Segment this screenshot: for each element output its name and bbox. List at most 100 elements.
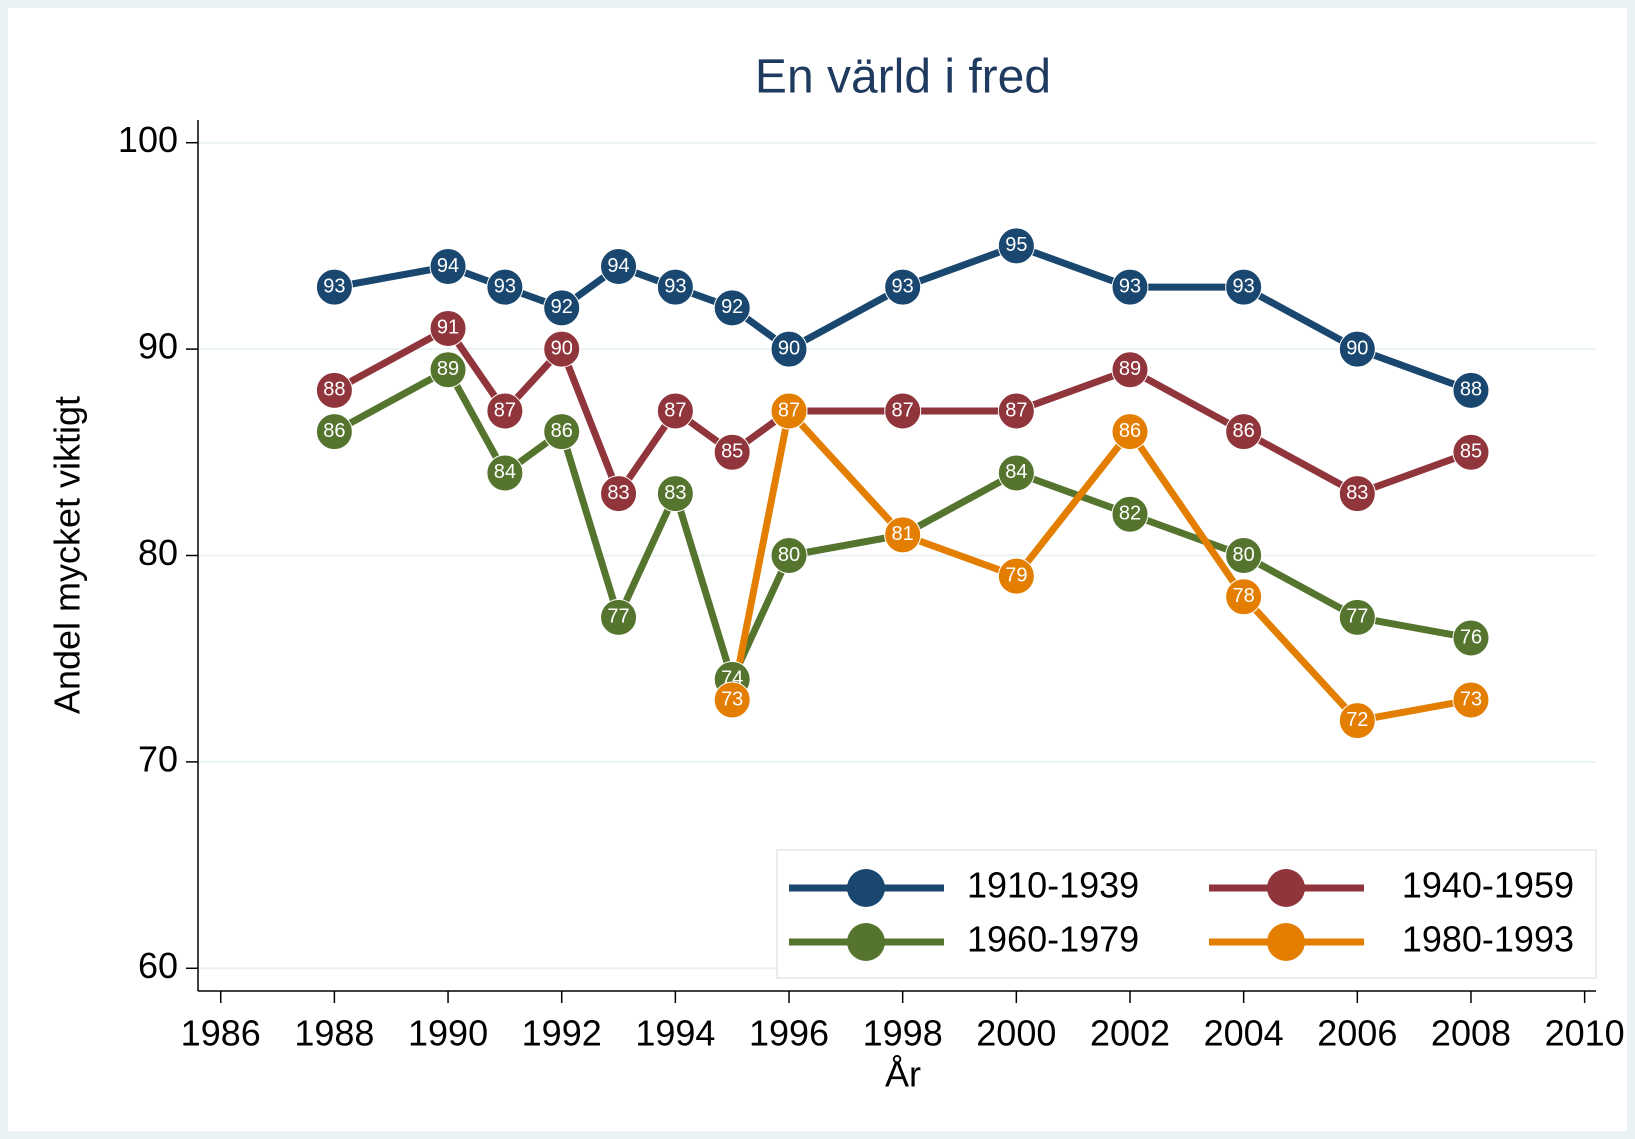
legend-marker (847, 869, 885, 907)
data-label: 88 (1460, 379, 1482, 401)
data-label: 86 (1233, 420, 1255, 442)
point (486, 392, 524, 430)
point (770, 392, 808, 430)
data-label: 73 (721, 688, 743, 710)
point (713, 433, 751, 471)
data-label: 78 (1233, 585, 1255, 607)
point (884, 268, 922, 306)
point (770, 537, 808, 574)
series-line (728, 407, 1472, 725)
point (770, 330, 808, 368)
x-tick-label: 2000 (976, 1013, 1056, 1054)
point (543, 330, 581, 368)
data-label: 77 (1346, 606, 1368, 628)
legend-label: 1960-1979 (967, 919, 1139, 960)
point (997, 454, 1035, 492)
data-label: 93 (664, 275, 686, 297)
data-label: 87 (664, 399, 686, 421)
data-label: 86 (1119, 420, 1141, 442)
data-label: 83 (664, 482, 686, 504)
point (600, 598, 638, 636)
data-label: 83 (1346, 482, 1368, 504)
data-label: 89 (437, 358, 459, 380)
x-tick-label: 2006 (1317, 1013, 1397, 1054)
point (1111, 351, 1149, 389)
point (1225, 413, 1263, 451)
point (315, 371, 353, 409)
x-tick-label: 1986 (181, 1013, 261, 1054)
legend-label: 1940-1959 (1402, 865, 1574, 906)
y-tick-label: 60 (138, 945, 178, 986)
point (1111, 413, 1149, 451)
data-label: 85 (721, 441, 743, 463)
data-label: 93 (494, 275, 516, 297)
data-label: 94 (607, 255, 629, 277)
point (1225, 537, 1263, 574)
x-tick-label: 1990 (408, 1013, 488, 1054)
x-tick-label: 2004 (1204, 1013, 1284, 1054)
y-tick-label: 70 (138, 738, 178, 779)
point (713, 681, 751, 719)
legend-label: 1910-1939 (967, 865, 1139, 906)
data-label: 91 (437, 317, 459, 339)
data-label: 93 (1119, 275, 1141, 297)
chart-title: En värld i fred (755, 51, 1051, 104)
data-label: 87 (1005, 399, 1027, 421)
data-label: 73 (1460, 688, 1482, 710)
data-label: 93 (323, 275, 345, 297)
data-label: 90 (551, 337, 573, 359)
point (1338, 702, 1376, 740)
point (543, 289, 581, 327)
point (1338, 475, 1376, 513)
point (600, 248, 638, 286)
data-label: 90 (1346, 337, 1368, 359)
data-label: 88 (323, 379, 345, 401)
point (1452, 681, 1490, 719)
point (1452, 371, 1490, 409)
point (713, 289, 751, 327)
data-label: 87 (494, 399, 516, 421)
legend-label: 1980-1993 (1402, 919, 1574, 960)
point (600, 475, 638, 513)
legend-box (776, 849, 1597, 979)
data-label: 79 (1005, 564, 1027, 586)
data-label: 81 (892, 523, 914, 545)
legend-marker (847, 923, 885, 961)
point (997, 557, 1035, 595)
data-label: 87 (892, 399, 914, 421)
data-label: 80 (1233, 544, 1255, 566)
point (656, 392, 694, 430)
point (486, 454, 524, 492)
point (1452, 619, 1490, 657)
point (543, 413, 581, 451)
x-tick-label: 2008 (1431, 1013, 1511, 1054)
y-tick-label: 100 (118, 119, 178, 160)
data-label: 89 (1119, 358, 1141, 380)
data-label: 77 (607, 606, 629, 628)
x-axis-title: År (885, 1054, 921, 1095)
data-label: 84 (494, 461, 516, 483)
data-label: 85 (1460, 441, 1482, 463)
point (656, 268, 694, 306)
x-tick-label: 1994 (635, 1013, 715, 1054)
point (429, 248, 467, 286)
data-label: 82 (1119, 503, 1141, 525)
point (1452, 433, 1490, 471)
data-label: 93 (1233, 275, 1255, 297)
data-label: 86 (551, 420, 573, 442)
data-label: 93 (892, 275, 914, 297)
data-label: 92 (551, 296, 573, 318)
data-label: 90 (778, 337, 800, 359)
point (1338, 598, 1376, 636)
point (1111, 495, 1149, 533)
x-tick-label: 1998 (863, 1013, 943, 1054)
point (315, 268, 353, 306)
point (1225, 578, 1263, 616)
point (429, 351, 467, 389)
data-label: 94 (437, 255, 459, 277)
data-label: 86 (323, 420, 345, 442)
point (1225, 268, 1263, 306)
y-axis-title: Andel mycket viktigt (47, 396, 88, 714)
data-label: 72 (1346, 709, 1368, 731)
